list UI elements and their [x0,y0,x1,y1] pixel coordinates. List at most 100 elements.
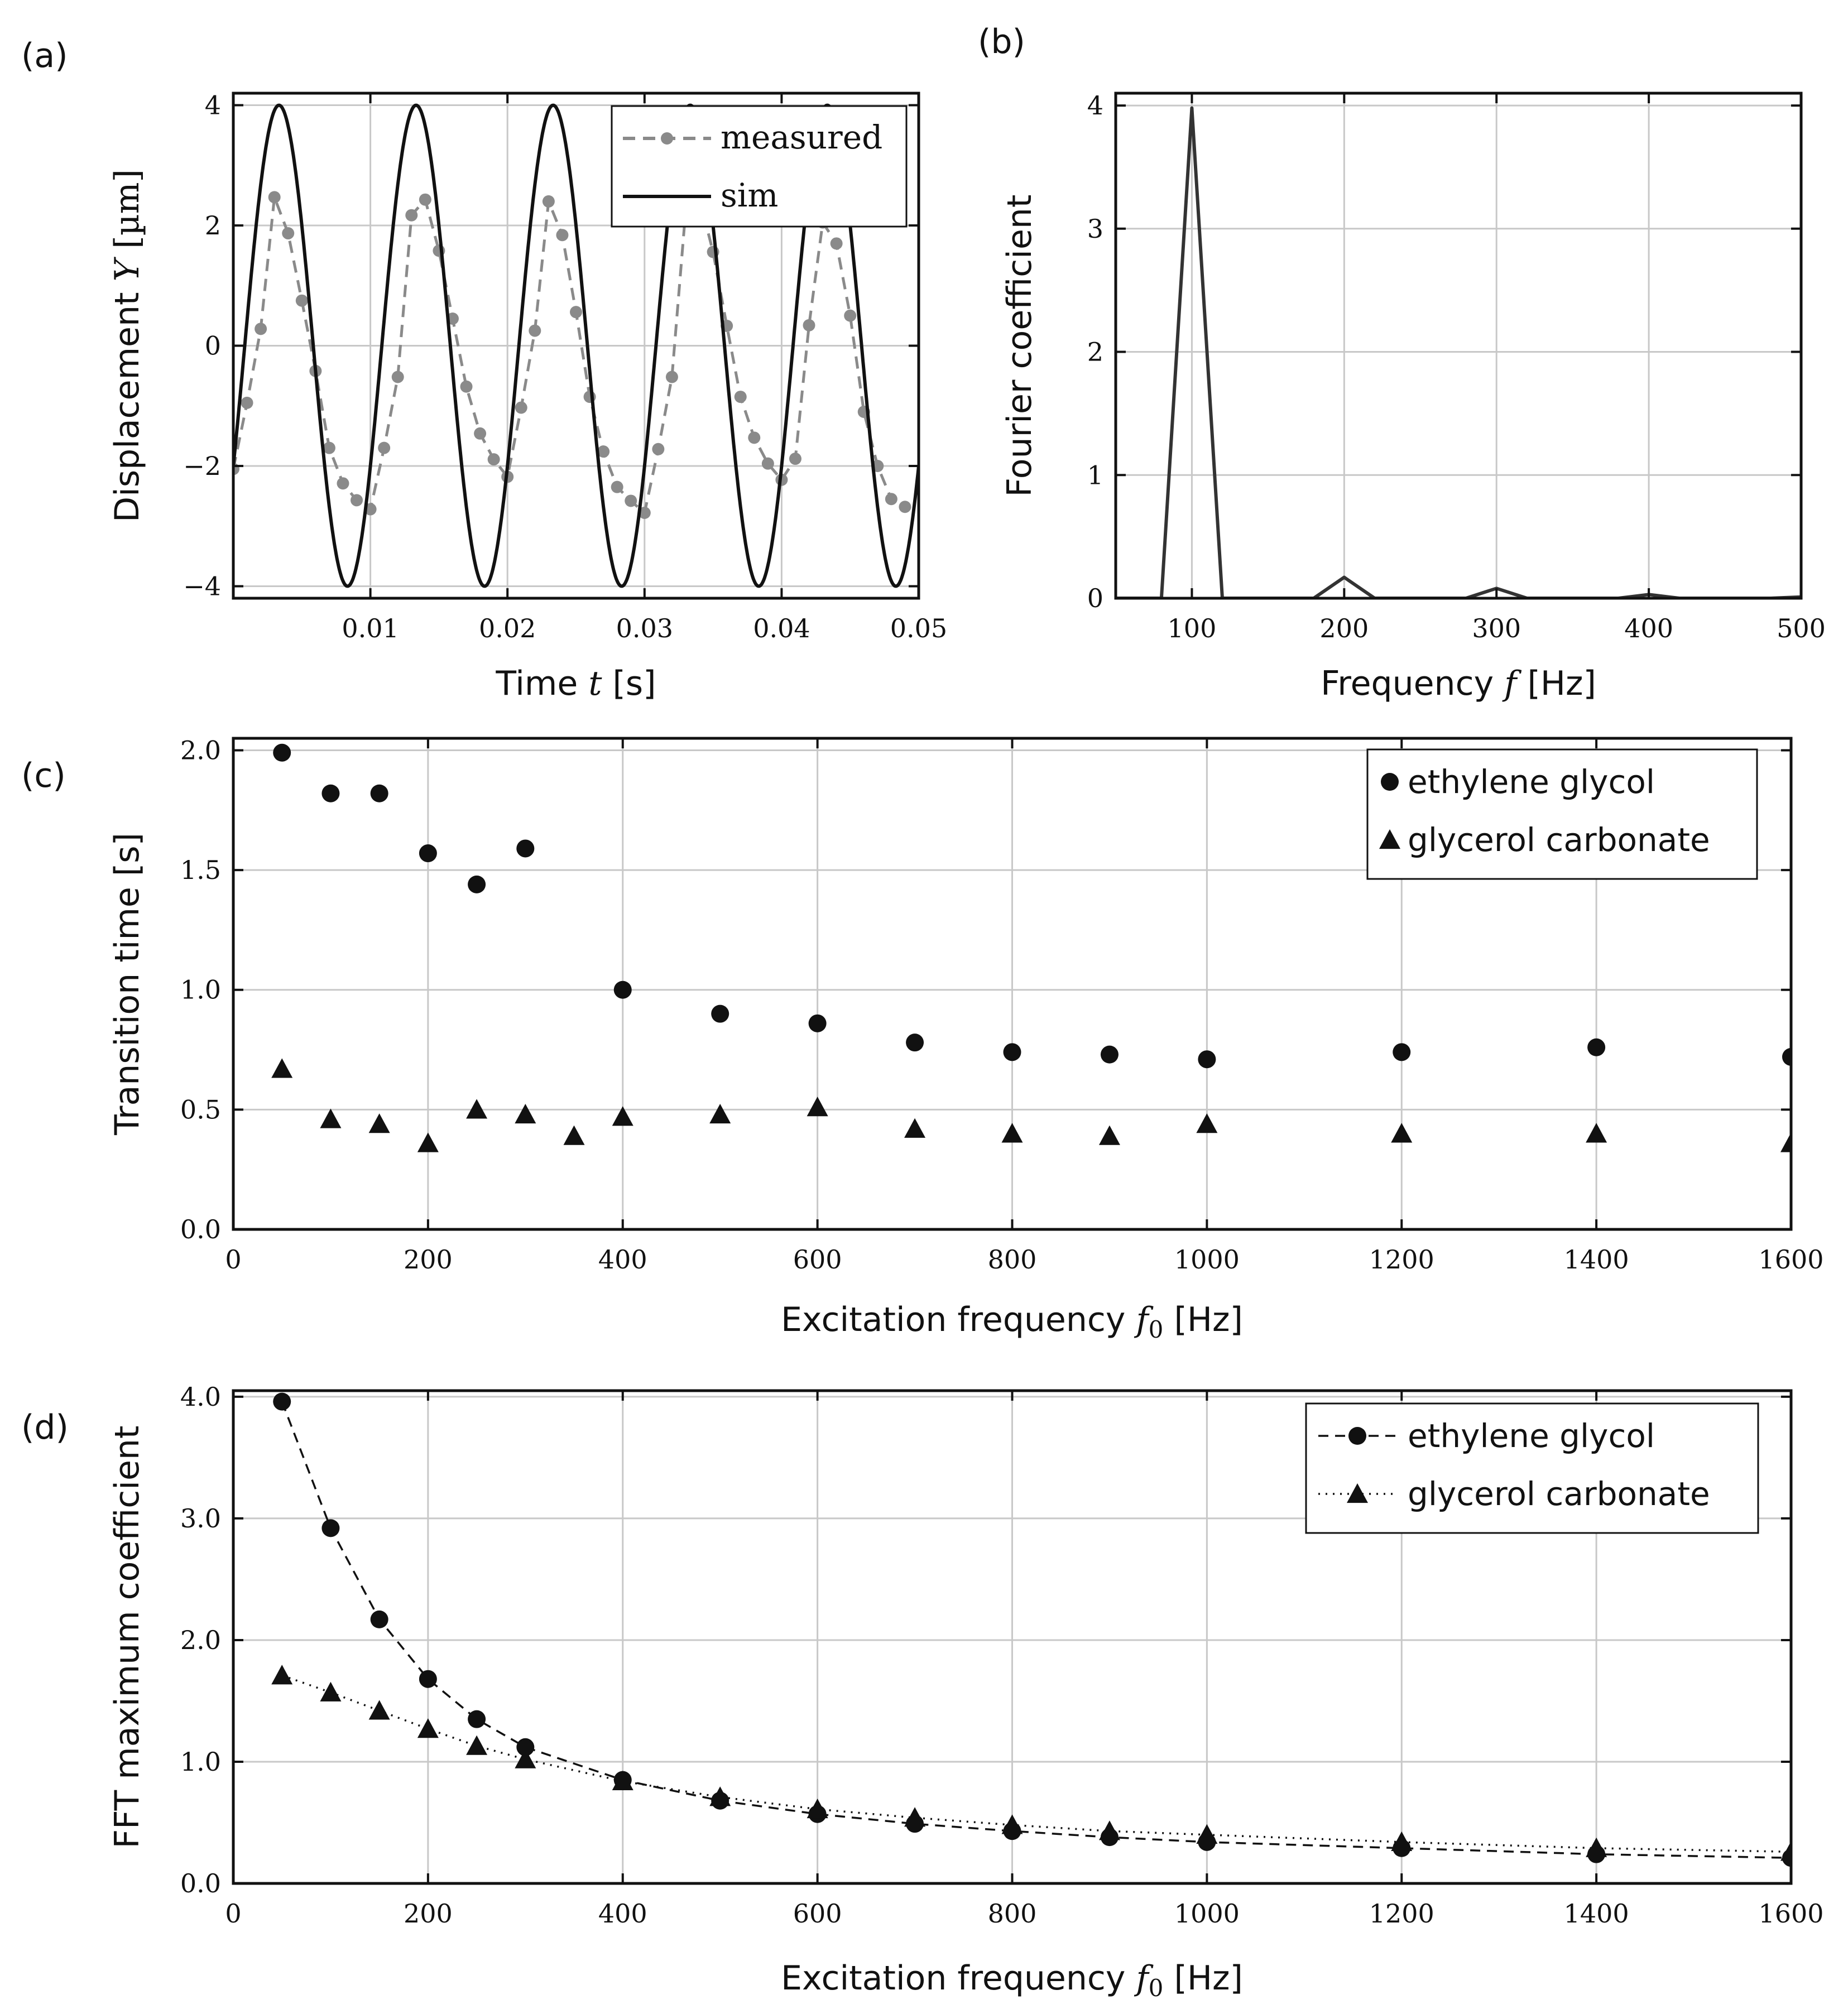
panel-label: (d) [21,1408,69,1447]
measured-point [282,227,295,240]
y-tick-label: 2.0 [180,735,221,765]
ethylene-glycol-point [1003,1043,1021,1061]
x-label-variable: t [588,664,602,703]
glycerol-carbonate-point [271,1058,293,1078]
glycerol-carbonate-point [417,1718,439,1738]
measured-point [405,209,418,222]
legend-label: ethylene glycol [1408,1417,1655,1455]
measured-point [625,494,637,507]
measured-point [803,319,815,331]
panel-a: 0.01 0.02 0.03 0.04 0.05 −4 −2 0 2 4 (a) Time t [s]… [21,36,947,703]
x-label-text: Frequency [1321,664,1504,703]
legend-frame [611,105,908,228]
legend-label: sim [721,176,778,214]
ethylene-glycol-point [370,784,388,802]
y-tick-label: 3 [1087,214,1103,244]
ethylene-glycol-point [419,1670,437,1688]
measured-point [474,427,487,440]
y-tick-label: −4 [183,571,221,601]
glycerol-carbonate-point [1586,1123,1607,1143]
y-tick-label: 2 [205,210,221,241]
legend: measured sim [611,105,908,228]
measured-point [665,371,678,383]
glycerol-carbonate-point [1780,1841,1791,1861]
measured-point [789,453,801,465]
glycerol-carbonate-point [1391,1831,1413,1852]
x-tick-label: 800 [988,1898,1037,1929]
y-tick-label: 1 [1087,460,1103,490]
y-label-text: Fourier coefficient [1000,195,1039,497]
x-tick-label: 1200 [1369,1244,1434,1275]
y-axis-label: FFT maximum coefficient [108,1426,147,1849]
glycerol-carbonate-point [563,1125,585,1145]
x-tick-label: 200 [404,1244,453,1275]
y-tick-label: 4.0 [180,1382,221,1412]
panel-d: 0 200 400 600 800 1000 1200 1400 1600 0.0 1.0 2.0 3.… [21,1382,1824,2002]
glycerol-carbonate-point [417,1132,439,1152]
y-tick-label: 0.5 [180,1094,221,1124]
x-tick-label: 600 [793,1244,842,1275]
measured-point [570,306,582,319]
ethylene-glycol-point [1100,1045,1119,1064]
x-label-unit: [Hz] [1163,1300,1243,1339]
glycerol-carbonate-point [709,1103,731,1124]
glycerol-carbonate-point [612,1770,633,1791]
y-tick-label: 1.0 [180,1747,221,1777]
x-label-unit: [s] [602,664,656,703]
measured-point [597,445,610,458]
ethylene-glycol-point [468,875,486,893]
measured-point [337,477,349,490]
plot-area [1116,106,1801,598]
ethylene-glycol-point [1587,1038,1606,1056]
glycerol-carbonate-point [368,1113,390,1133]
legend-marker [1379,829,1400,849]
ethylene-glycol-point [613,980,632,999]
ethylene-glycol-point [711,1004,729,1023]
y-tick-label: 2.0 [180,1625,221,1655]
ethylene-glycol-point [419,844,437,863]
x-label-subscript: 0 [1149,1316,1164,1343]
x-label-unit: [Hz] [1163,1959,1243,1998]
measured-point [748,431,761,444]
glycerol-carbonate-point [271,1665,293,1685]
y-tick-label: 3.0 [180,1503,221,1534]
x-label-text: Excitation frequency [781,1959,1136,1998]
x-axis-label: Time t [s] [495,664,656,703]
ethylene-glycol-point [1782,1047,1791,1066]
glycerol-carbonate-point [1098,1820,1120,1840]
legend-label: glycerol carbonate [1408,821,1710,859]
x-tick-label: 800 [988,1244,1037,1275]
x-tick-label: 0.02 [479,613,536,643]
x-tick-label: 0.01 [342,613,399,643]
measured-point [378,441,391,454]
y-label-text: Transition time [s] [108,833,147,1136]
x-tick-label: 200 [1319,613,1369,643]
panel-label: (b) [978,22,1025,61]
legend: ethylene glycol glycerol carbonate [1366,748,1758,880]
glycerol-carbonate-point [320,1108,342,1128]
x-tick-label: 0.04 [753,613,810,643]
glycerol-carbonate-line [281,1674,1791,1853]
glycerol-carbonate-point [1391,1123,1413,1143]
y-axis-label: Transition time [s] [108,833,147,1136]
measured-point [515,401,527,414]
glycerol-carbonate-point [1196,1824,1218,1844]
x-tick-label: 1200 [1369,1898,1434,1929]
axes-frame [1114,92,1803,600]
measured-point [268,191,281,204]
glycerol-carbonate-point [466,1099,488,1119]
glycerol-carbonate-point [1586,1837,1607,1857]
legend-frame [1305,1402,1759,1534]
y-tick-label: 0.0 [180,1214,221,1244]
x-tick-label: 0 [225,1898,241,1929]
y-tick-label: 0.0 [180,1868,221,1898]
measured-point [844,309,857,322]
legend-marker [1347,1483,1368,1503]
measured-point [761,457,774,470]
x-tick-label: 1600 [1758,1898,1823,1929]
y-tick-label: 0 [1087,583,1103,613]
measured-point [542,195,555,208]
glycerol-carbonate-point [1780,1132,1791,1152]
legend-measured-marker [661,132,673,145]
